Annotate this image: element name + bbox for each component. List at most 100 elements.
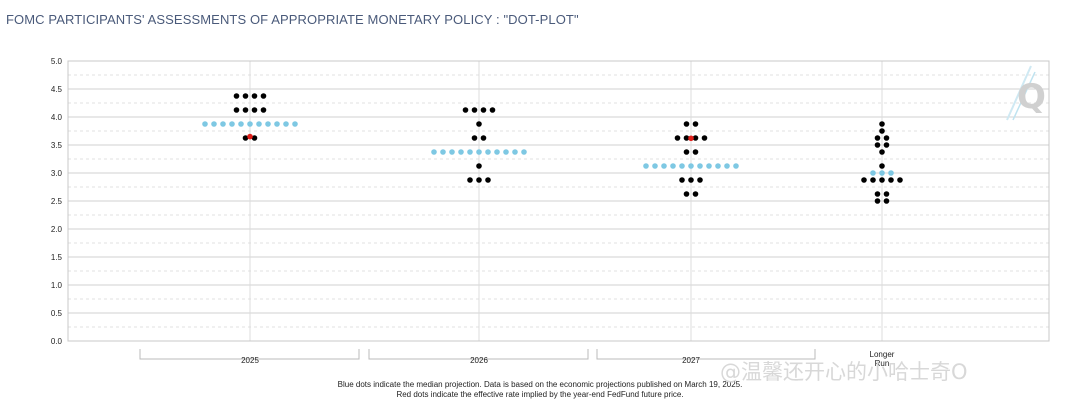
participant-dots [233,93,903,204]
participant-dot [260,93,267,99]
median-dot [274,121,280,127]
participant-dot [679,177,685,183]
participant-dot [883,191,890,197]
median-dot [733,163,739,169]
footnote-median: Blue dots indicate the median projection… [337,380,743,389]
participant-dot [874,198,881,204]
participant-dot [692,135,699,141]
footnote-market: Red dots indicate the effective rate imp… [396,390,684,399]
y-tick-label: 4.5 [51,85,63,94]
median-dot [494,149,500,155]
participant-dot [692,191,699,197]
median-dot [467,149,473,155]
market-implied-dot [688,135,694,142]
median-dot [247,121,253,127]
y-tick-label: 5.0 [51,57,63,66]
brand-logo-icon: Q [1006,65,1046,121]
median-dot [256,121,262,127]
median-dot [238,121,244,127]
x-category-label: Longer [870,350,895,359]
participant-dot [471,135,478,141]
participant-dot [888,177,894,183]
participant-dot [251,107,258,113]
median-dot [265,121,271,127]
median-dot [485,149,491,155]
median-dot [476,149,482,155]
median-dot [503,149,509,155]
median-dot [697,163,703,169]
y-tick-label: 0.5 [51,309,63,318]
median-dot [724,163,730,169]
median-dot [715,163,721,169]
median-dot [888,170,894,176]
median-dot [521,149,527,155]
market-implied-dot [247,133,253,140]
x-category-label: 2025 [241,356,259,365]
participant-dot [471,107,478,113]
participant-dot [883,135,890,141]
median-dot [211,121,217,127]
category-bracket [368,349,589,360]
grid-layer [68,60,1049,342]
participant-dot [879,128,885,134]
participant-dot [697,177,703,183]
median-layer [202,121,894,176]
chart-title: FOMC PARTICIPANTS' ASSESSMENTS OF APPROP… [6,12,579,27]
participant-dot [233,93,240,99]
median-dot [688,163,694,169]
participant-dot [883,198,890,204]
median-dot [220,121,226,127]
participant-dot [242,93,249,99]
y-tick-label: 2.5 [51,197,63,206]
median-dot [661,163,667,169]
plot-frame [67,60,1050,342]
category-bracket [596,349,816,360]
participant-dot [489,107,496,113]
participant-dot [879,149,885,155]
median-dot [652,163,658,169]
median-dot [283,121,289,127]
y-tick-label: 2.0 [51,225,63,234]
y-tick-label: 3.0 [51,169,63,178]
participant-dot [692,149,699,155]
median-dot [229,121,235,127]
category-bracket [139,349,360,360]
x-category-label: 2026 [470,356,488,365]
participant-dot [480,107,487,113]
participant-dot [485,177,491,183]
participant-dot [260,107,267,113]
participant-dot [701,135,708,141]
participant-dot [242,107,249,113]
participant-dot [692,121,699,127]
x-category-label: Run [875,359,890,368]
median-dot [879,170,885,176]
participant-dot [476,177,482,183]
participant-dot [476,163,482,169]
participant-dot [674,135,681,141]
median-dot [458,149,464,155]
median-dot [643,163,649,169]
median-dot [870,170,876,176]
y-tick-label: 4.0 [51,113,63,122]
participant-dot [480,135,487,141]
median-dot [512,149,518,155]
participant-dot [879,163,885,169]
participant-dot [242,135,249,141]
participant-dot [251,135,258,141]
participant-dot [476,121,482,127]
participant-dot [683,191,690,197]
median-dot [431,149,437,155]
participant-dot [879,121,885,127]
participant-dot [683,135,690,141]
participant-dot [467,177,473,183]
participant-dot [879,177,885,183]
axis-layer: 0.0 0.5 1.0 1.5 2.0 2.5 3.0 3.5 4.0 4.5 5.0 [51,57,1050,360]
participant-dot [683,121,690,127]
participant-dot [861,177,867,183]
participant-dot [462,107,469,113]
market-implied-dots [247,133,694,142]
median-dot [670,163,676,169]
participant-dot [251,93,258,99]
